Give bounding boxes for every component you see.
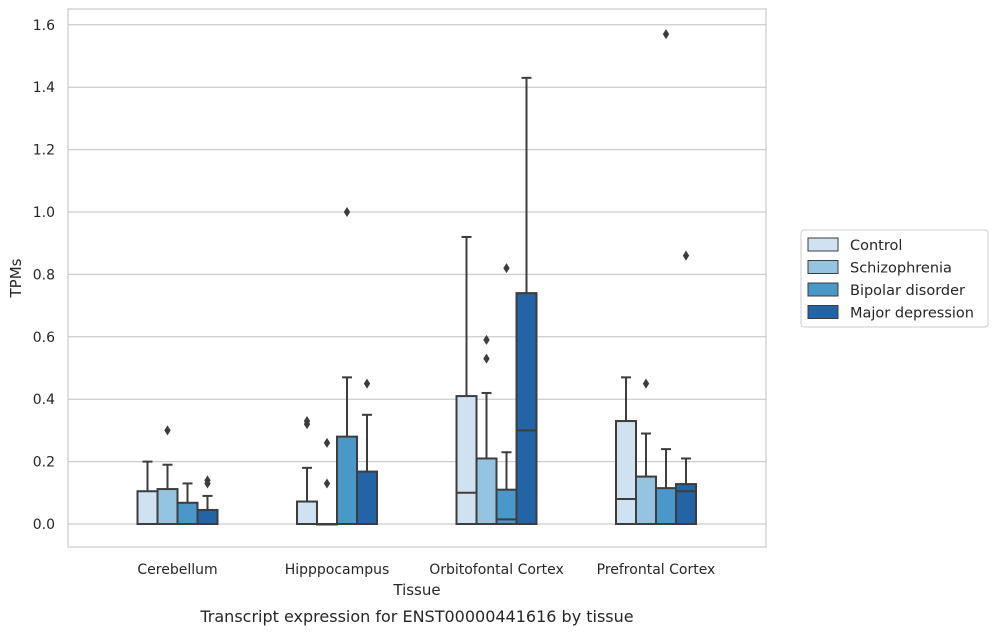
box-body — [635, 475, 657, 525]
box-body — [455, 395, 478, 525]
x-tick-label: Orbitofontal Cortex — [429, 562, 564, 578]
box-body — [356, 470, 378, 526]
box-schizophrenia — [475, 334, 498, 526]
plot-area — [68, 9, 766, 547]
outlier-point — [323, 478, 331, 489]
y-axis-label: TPMs — [7, 258, 25, 298]
outlier-point — [204, 475, 211, 486]
box-body — [475, 457, 498, 526]
y-tick-label: 1.0 — [33, 205, 55, 221]
y-tick-label: 1.2 — [33, 143, 55, 159]
box-schizophrenia — [316, 437, 338, 526]
outlier-point — [642, 378, 650, 389]
legend-label: Major depression — [850, 306, 974, 322]
box-body — [296, 500, 318, 526]
outlier-point — [503, 263, 510, 274]
legend-swatch — [807, 282, 839, 297]
outlier-point — [164, 425, 171, 436]
legend-swatch — [807, 260, 839, 274]
box-major-depression — [515, 76, 538, 525]
outlier-point — [343, 207, 351, 217]
x-tick-label: Prefrontal Cortex — [597, 562, 716, 578]
box-body — [615, 420, 637, 526]
box-body — [196, 508, 219, 525]
x-tick-label: Hipppocampus — [285, 562, 390, 578]
legend-label: Control — [850, 238, 902, 254]
box-body — [515, 292, 538, 525]
legend-frame — [800, 229, 989, 328]
legend-label: Bipolar disorder — [850, 283, 965, 299]
outlier-point — [662, 29, 670, 40]
box-major-depression — [356, 378, 378, 526]
outlier-point — [483, 353, 490, 364]
box-schizophrenia — [156, 425, 179, 525]
box-body — [136, 490, 159, 525]
box-body — [156, 488, 179, 525]
outlier-point — [363, 378, 371, 389]
legend-swatch — [807, 305, 839, 319]
box-control — [615, 376, 637, 526]
x-tick-labels: Cerebellum Hipppocampus Orbitofontal Corte… — [137, 562, 715, 578]
box-body — [675, 483, 697, 525]
x-axis-label: Tissue — [392, 581, 440, 599]
box-body — [336, 435, 358, 526]
box-body — [176, 501, 199, 525]
legend: Control Schizophrenia Bipolar disorder Majo… — [800, 229, 989, 328]
box-control — [455, 235, 478, 525]
y-tick-label: 1.6 — [33, 18, 55, 34]
y-tick-label: 0.0 — [33, 517, 55, 533]
y-tick-label: 0.8 — [33, 267, 55, 283]
outlier-point — [303, 416, 311, 427]
box-bipolar-disorder — [336, 207, 358, 526]
y-tick-label: 0.4 — [33, 392, 55, 408]
box-groups — [136, 29, 697, 526]
outlier-point — [483, 334, 490, 345]
y-tick-label: 1.4 — [33, 80, 55, 96]
legend-swatch — [807, 237, 839, 252]
chart-title: Transcript expression for ENST0000044161… — [199, 607, 633, 626]
gridlines — [68, 24, 766, 525]
y-tick-labels: 0.0 0.2 0.4 0.6 0.8 1.0 1.2 1.4 1.6 — [33, 18, 55, 533]
outlier-point — [682, 250, 690, 261]
legend-label: Schizophrenia — [850, 261, 952, 277]
x-tick-label: Cerebellum — [137, 562, 217, 578]
box-schizophrenia — [635, 378, 657, 525]
y-tick-label: 0.6 — [33, 330, 55, 346]
outlier-point — [323, 437, 331, 448]
y-tick-label: 0.2 — [33, 455, 55, 471]
box-bipolar-disorder — [655, 29, 677, 525]
box-major-depression — [196, 475, 219, 525]
box-control — [296, 416, 318, 526]
plot-frame — [67, 8, 767, 548]
box-major-depression — [675, 250, 697, 525]
box-body — [655, 487, 677, 525]
box-control — [136, 460, 159, 525]
